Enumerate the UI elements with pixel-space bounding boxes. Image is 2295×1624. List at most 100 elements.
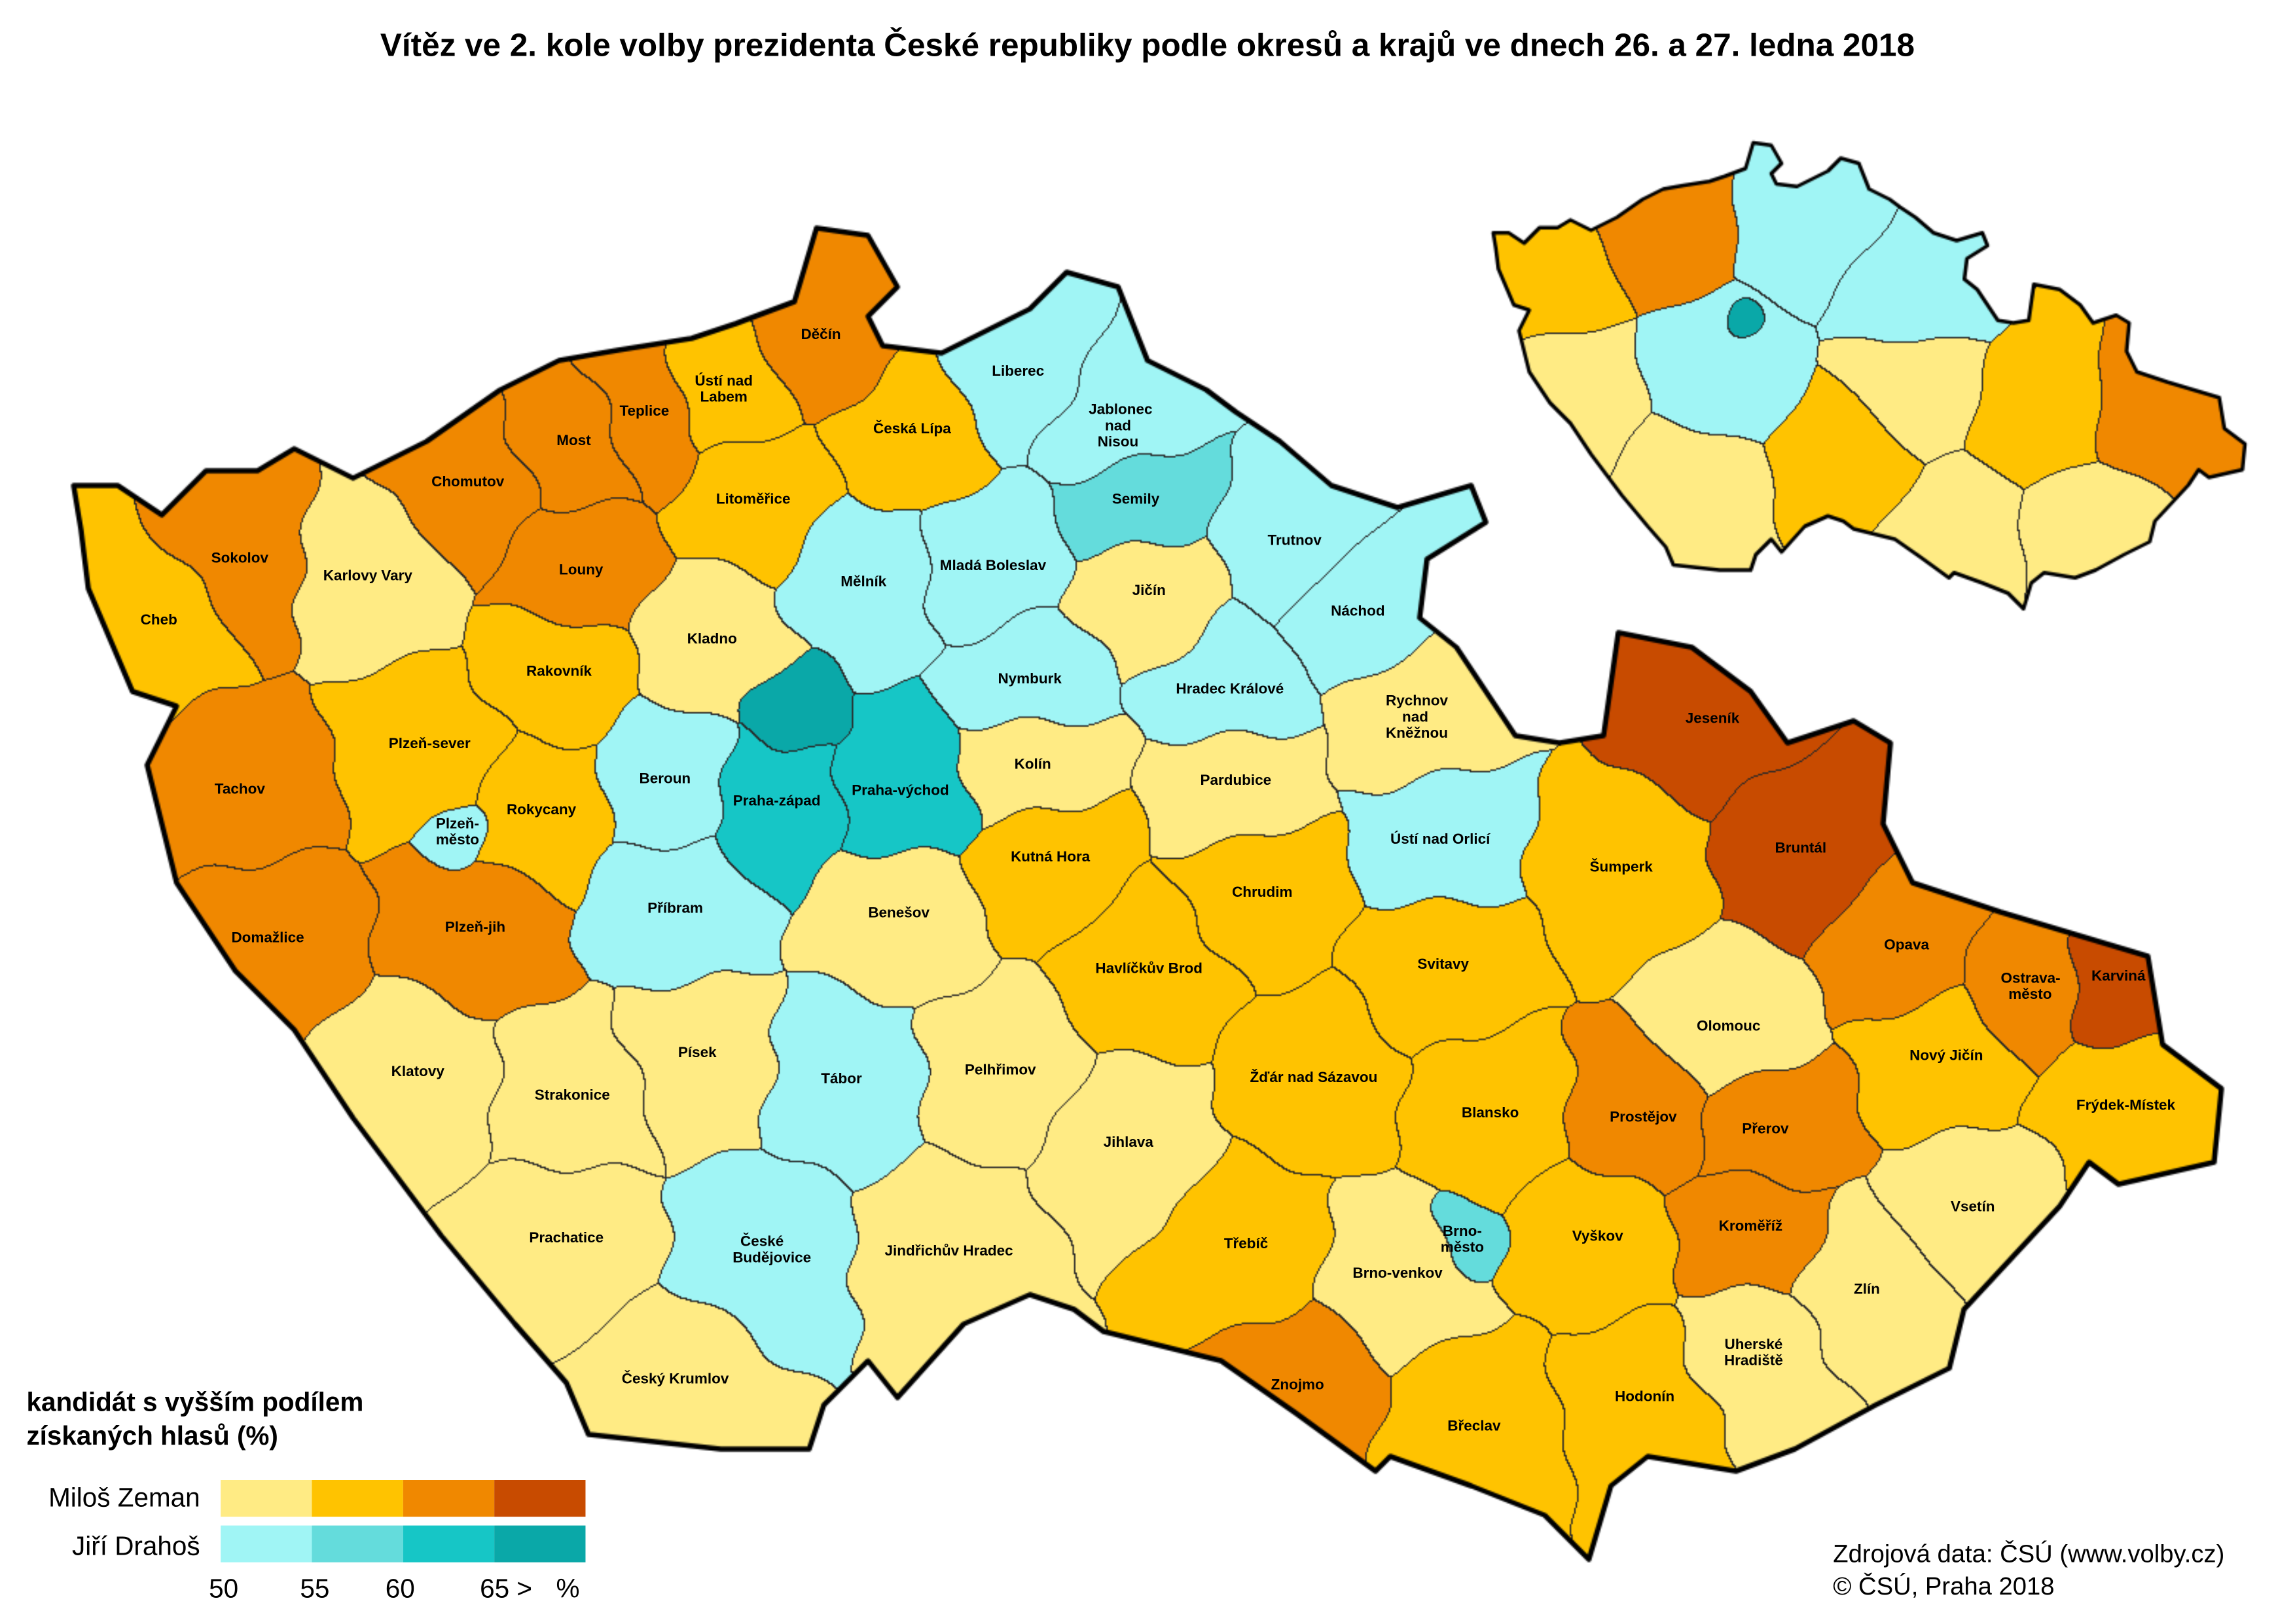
district-label: Rakovník	[526, 664, 592, 681]
district-label: Příbram	[647, 901, 704, 918]
district-label: Děčín	[801, 327, 841, 344]
legend-swatch	[312, 1479, 403, 1517]
legend-title-line: získaných hlasů (%)	[26, 1420, 278, 1451]
district-label: Havlíčkův Brod	[1095, 961, 1203, 978]
district-label: Rychnov nad Kněžnou	[1386, 693, 1448, 742]
legend-zeman: Miloš Zeman	[48, 1483, 200, 1513]
district-label: Svitavy	[1417, 956, 1470, 973]
district-label: Plzeň-město	[435, 816, 480, 849]
district-label: Tachov	[214, 782, 265, 799]
district-label: Karlovy Vary	[323, 568, 412, 585]
district-label: Praha-východ	[852, 783, 949, 800]
district-label: Kladno	[687, 632, 737, 648]
district-label: Rokycany	[506, 802, 577, 819]
district-label: Jindřichův Hradec	[884, 1244, 1013, 1260]
legend-title-line: kandidát s vyšším podílem	[26, 1387, 364, 1417]
district-label: Nymburk	[998, 671, 1062, 688]
district-label: Olomouc	[1696, 1019, 1761, 1036]
district-label: Šumperk	[1589, 859, 1653, 876]
legend-swatch	[403, 1525, 495, 1562]
district-label: Zlín	[1853, 1282, 1880, 1299]
legend-swatch	[312, 1525, 403, 1562]
district-label: Klatovy	[391, 1064, 444, 1081]
district-label: Uherské Hradiště	[1724, 1337, 1783, 1370]
district-label: Chrudim	[1232, 884, 1293, 901]
district-label: Přerov	[1742, 1121, 1789, 1138]
district-label: Mělník	[840, 574, 887, 591]
source-note: Zdrojová data: ČSÚ (www.volby.cz) © ČSÚ,…	[1833, 1539, 2224, 1604]
district-label: Třebíč	[1223, 1236, 1269, 1253]
district-label: Žďár nad Sázavou	[1250, 1070, 1378, 1087]
district-label: Ostrava-město	[2000, 971, 2061, 1003]
district-label: Beroun	[639, 771, 691, 788]
legend-tick: %	[556, 1574, 580, 1604]
district-label: Cheb	[140, 613, 177, 629]
district-label: Strakonice	[534, 1087, 610, 1104]
district-label: Ústí nad Labem	[695, 373, 753, 406]
district-label: Jablonec nad Nisou	[1089, 402, 1153, 451]
district-label: Benešov	[868, 905, 930, 922]
district-label: Bruntál	[1775, 840, 1827, 857]
district-label: Blansko	[1461, 1105, 1519, 1122]
district-label: Písek	[678, 1045, 717, 1062]
district-label: Most	[556, 433, 591, 450]
district-label: Břeclav	[1447, 1418, 1501, 1435]
district-label: Litoměřice	[715, 492, 791, 509]
legend-drahos: Jiří Drahoš	[72, 1531, 200, 1561]
district-label: Sokolov	[211, 550, 269, 568]
district-label: Jičín	[1132, 583, 1166, 600]
legend-title: kandidát s vyšším podílem získaných hlas…	[26, 1386, 363, 1453]
legend-tick: 50	[209, 1574, 239, 1604]
district-label: Frýdek-Místek	[2076, 1098, 2176, 1115]
district-label: Ústí nad Orlicí	[1390, 831, 1491, 848]
legend-swatch	[221, 1479, 312, 1517]
district-label: Mladá Boleslav	[939, 558, 1047, 575]
district-label: Domažlice	[231, 930, 304, 947]
district-label: Česká Lípa	[873, 421, 951, 438]
district-label: Pelhřimov	[964, 1062, 1036, 1079]
district-label: Praha-západ	[732, 793, 821, 810]
district-label: Louny	[559, 562, 604, 579]
district-label: Teplice	[619, 403, 670, 420]
district-label: České Budějovice	[732, 1234, 812, 1267]
district-label: Opava	[1884, 937, 1929, 954]
district-label: Plzeň-sever	[388, 736, 471, 753]
district-label: Liberec	[992, 364, 1045, 380]
district-label: Kutná Hora	[1011, 849, 1091, 866]
district-label: Chomutov	[431, 474, 505, 491]
district-label: Český Krumlov	[621, 1371, 729, 1388]
district-label: Karviná	[2091, 968, 2146, 985]
legend-tick: 65 >	[480, 1574, 533, 1604]
legend-swatch	[221, 1525, 312, 1562]
legend-tick: 60	[385, 1574, 415, 1604]
district-label: Brno-město	[1440, 1223, 1484, 1257]
district-label: Náchod	[1331, 604, 1385, 621]
copyright-line: © ČSÚ, Praha 2018	[1833, 1572, 2055, 1601]
district-label: Vyškov	[1572, 1229, 1623, 1246]
district-label: Prostějov	[1610, 1110, 1677, 1127]
district-label: Hradec Králové	[1176, 681, 1284, 698]
district-label: Prachatice	[529, 1230, 604, 1247]
district-label: Semily	[1111, 492, 1160, 509]
district-label: Tábor	[821, 1072, 862, 1088]
district-label: Pardubice	[1200, 773, 1272, 789]
district-label: Plzeň-jih	[444, 920, 506, 937]
district-label: Jihlava	[1103, 1134, 1153, 1151]
district-label: Brno-venkov	[1352, 1265, 1443, 1282]
district-label: Kroměříž	[1718, 1218, 1783, 1235]
legend-swatch	[403, 1479, 495, 1517]
district-label: Kolín	[1014, 757, 1051, 774]
district-label: Hodonín	[1615, 1389, 1675, 1406]
district-label: Trutnov	[1267, 533, 1322, 550]
legend-tick: 55	[300, 1574, 330, 1604]
legend-swatch	[494, 1479, 586, 1517]
district-label: Nový Jičín	[1909, 1048, 1983, 1064]
source-line: Zdrojová data: ČSÚ (www.volby.cz)	[1833, 1540, 2225, 1568]
district-label: Znojmo	[1271, 1377, 1324, 1394]
district-label: Vsetín	[1951, 1199, 1995, 1216]
district-label: Jeseník	[1685, 711, 1740, 728]
map-title: Vítěz ve 2. kole volby prezidenta České …	[380, 26, 1915, 63]
legend-swatch	[494, 1525, 586, 1562]
